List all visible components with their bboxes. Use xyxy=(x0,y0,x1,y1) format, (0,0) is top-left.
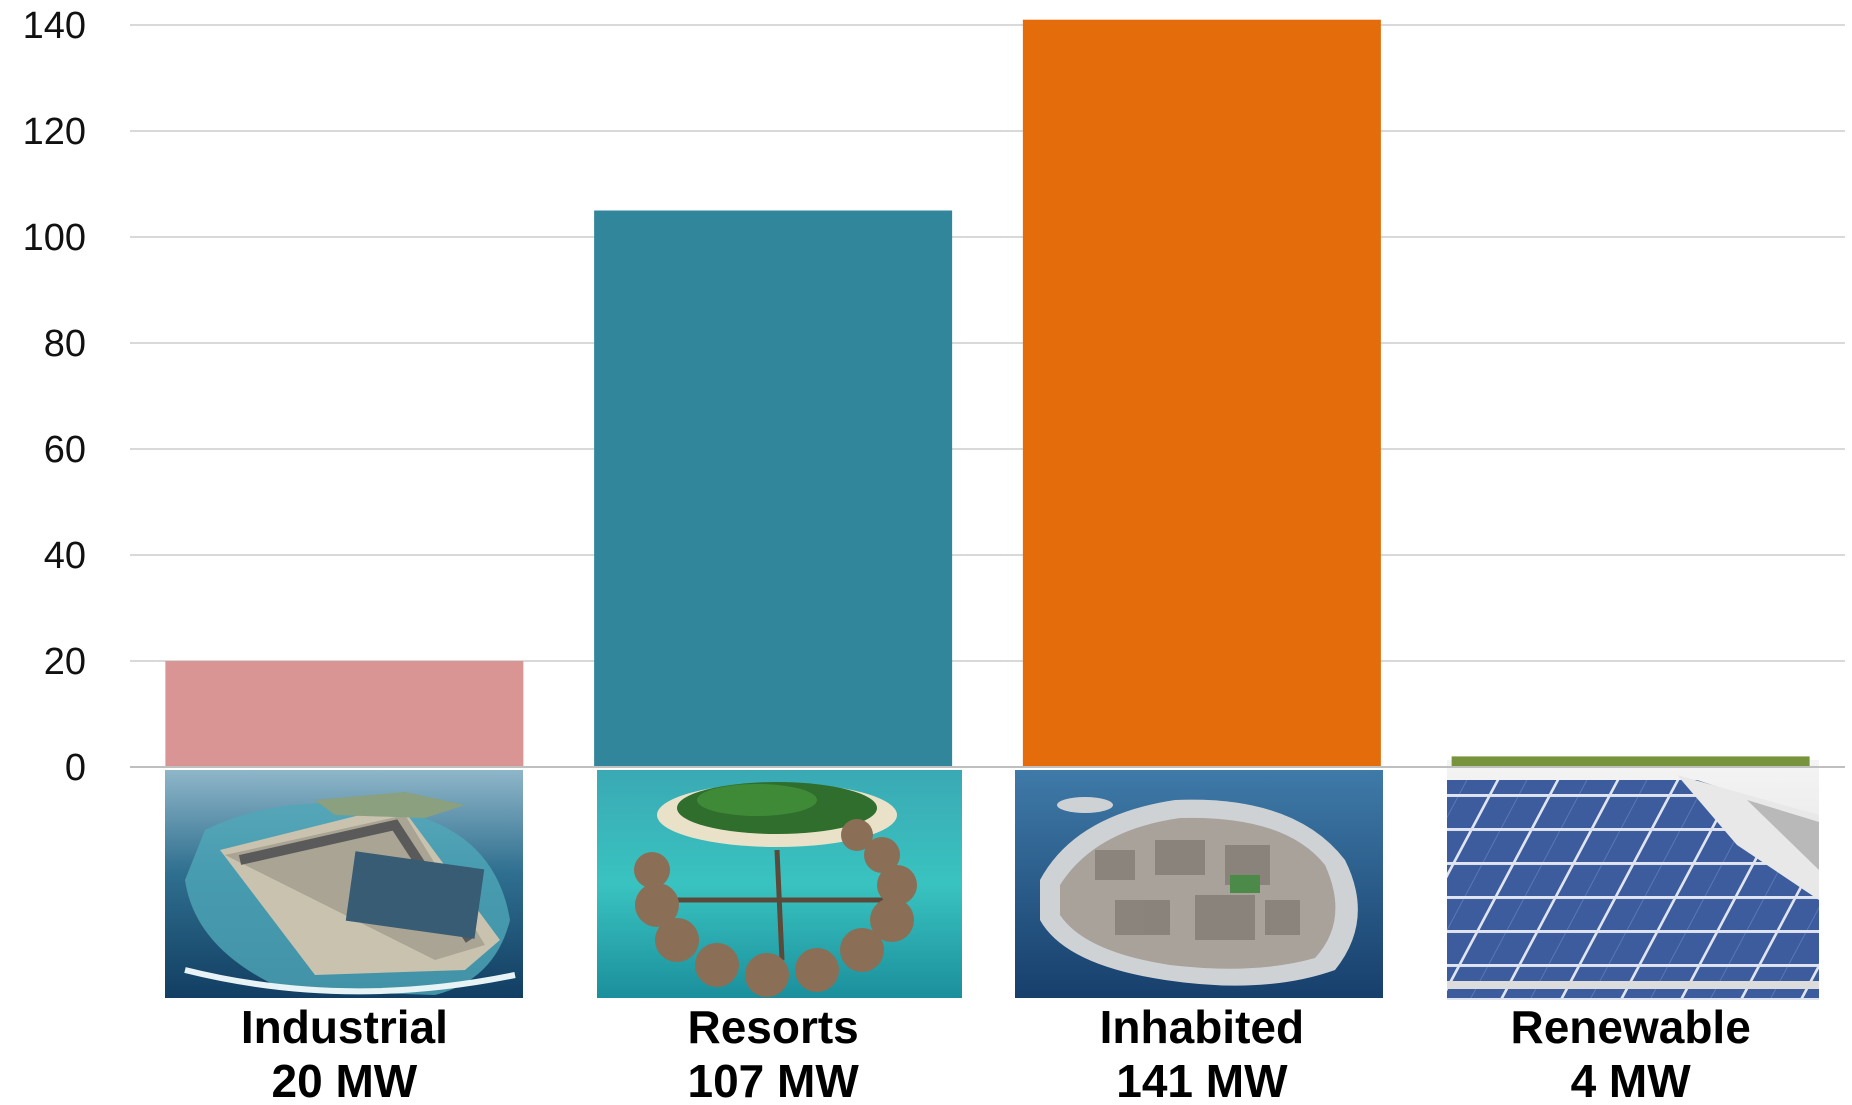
bars xyxy=(165,19,1810,767)
y-axis-tick-labels: 0 20 40 60 80 100 120 140 xyxy=(23,5,86,789)
bar-resorts xyxy=(594,210,953,767)
value-label: 4 MW xyxy=(1571,1055,1692,1105)
y-tick-label: 40 xyxy=(44,535,86,577)
y-tick-label: 0 xyxy=(65,747,86,789)
y-tick-label: 60 xyxy=(44,429,86,471)
y-tick-label: 20 xyxy=(44,641,86,683)
category-label: Inhabited xyxy=(1100,1001,1304,1053)
category-photos xyxy=(165,760,1819,1000)
category-label: Resorts xyxy=(687,1001,858,1053)
y-tick-label: 140 xyxy=(23,5,86,47)
category-label: Industrial xyxy=(241,1001,448,1053)
bar-renewable xyxy=(1451,756,1810,767)
overwater-villa-resort-photo xyxy=(597,770,962,998)
category-label: Renewable xyxy=(1510,1001,1750,1053)
gridlines xyxy=(130,24,1845,662)
bar-industrial xyxy=(165,661,524,767)
value-label: 20 MW xyxy=(272,1055,418,1105)
airport-island-photo xyxy=(165,770,523,998)
y-tick-label: 80 xyxy=(44,323,86,365)
solar-panel-array-photo xyxy=(1447,760,1819,1000)
y-tick-label: 100 xyxy=(23,217,86,259)
value-label: 141 MW xyxy=(1116,1055,1288,1105)
inhabited-island-city-photo xyxy=(1015,770,1383,998)
value-label: 107 MW xyxy=(687,1055,859,1105)
y-tick-label: 120 xyxy=(23,111,86,153)
bar-inhabited xyxy=(1022,19,1381,767)
